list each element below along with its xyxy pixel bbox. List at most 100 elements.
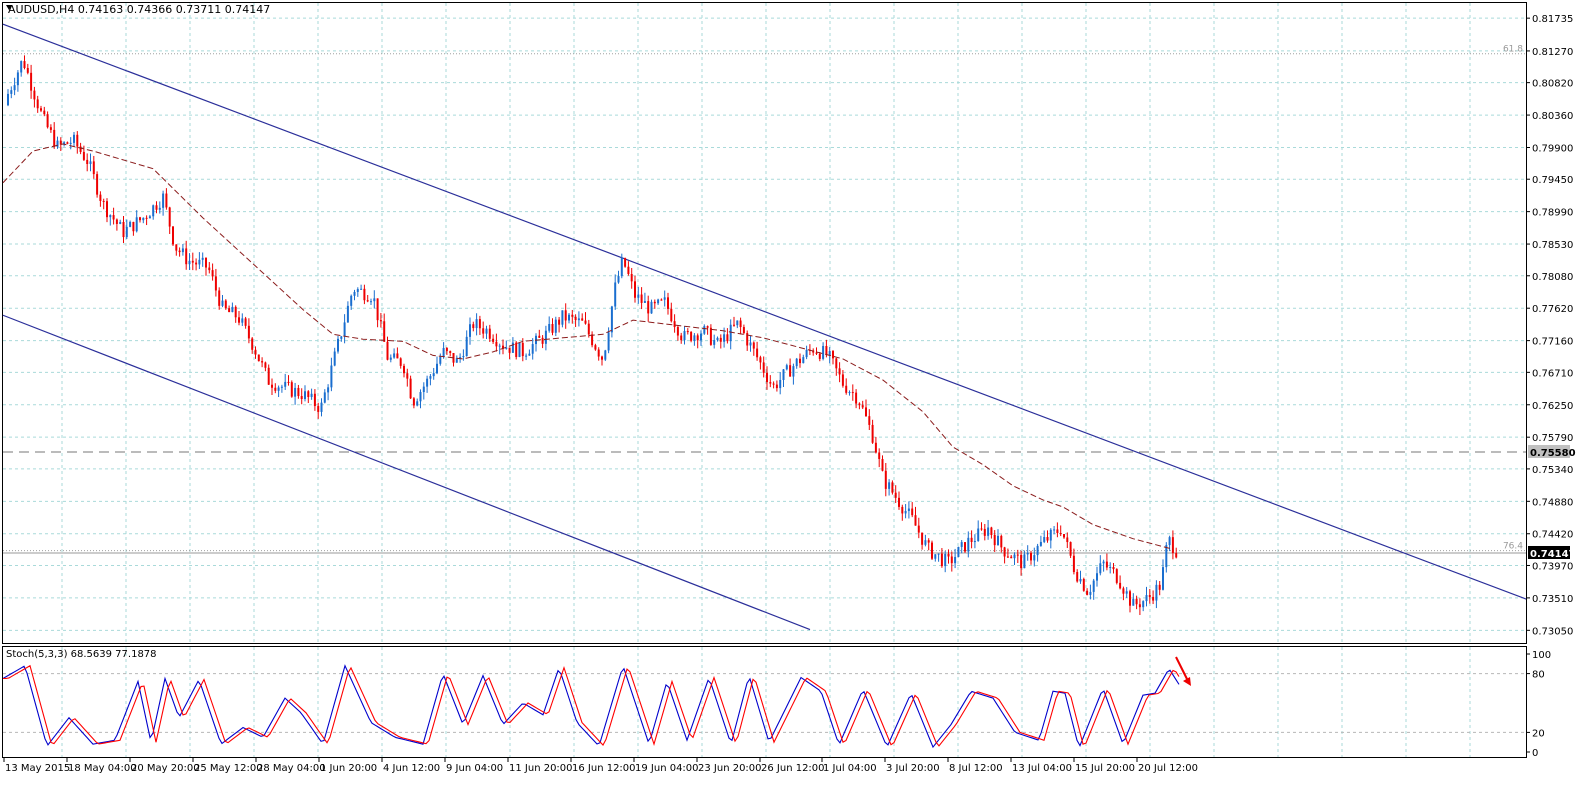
candle-body	[1109, 567, 1112, 569]
candle-body	[868, 416, 871, 425]
candle-body	[195, 262, 198, 265]
candle-body	[135, 217, 138, 232]
candle-body	[214, 276, 217, 291]
candle-body	[749, 342, 752, 346]
candle-body	[343, 322, 346, 337]
candle-body	[667, 297, 669, 309]
channel-lower-line[interactable]	[2, 314, 811, 631]
candle-body	[406, 373, 409, 379]
candle-body	[475, 319, 478, 329]
stoch-axis: 100 80 20 0	[1526, 650, 1551, 759]
candle-body	[980, 528, 983, 530]
channel-upper-line[interactable]	[2, 23, 1527, 600]
price-axis[interactable]: 0.81735 0.81270 0.80820 0.80360 0.79900 0.794…	[1526, 14, 1576, 637]
candle-body	[670, 308, 673, 322]
candle-body	[676, 327, 679, 336]
candle-body	[396, 353, 399, 359]
down-arrow-icon	[1175, 656, 1191, 686]
candle-body	[122, 221, 125, 238]
candle-body	[393, 353, 396, 358]
candle-body	[383, 321, 386, 342]
candle-body	[594, 345, 597, 350]
candle-body	[228, 308, 231, 313]
candle-body	[521, 342, 524, 357]
candle-body	[485, 328, 488, 334]
candle-body	[508, 347, 511, 353]
price-tick-label: 0.75340	[1532, 465, 1573, 476]
candle-body	[43, 110, 46, 115]
candle-body	[1006, 556, 1009, 558]
candle-body	[911, 508, 914, 516]
candle-body	[264, 362, 267, 368]
candle-body	[924, 540, 927, 545]
time-tick-label: 9 Jun 04:00	[446, 763, 503, 774]
candle-body	[86, 159, 89, 165]
candle-body	[637, 294, 640, 298]
fib-label: 76.4	[1503, 542, 1523, 552]
candle-body	[274, 387, 277, 391]
candle-body	[307, 391, 310, 398]
time-tick-label: 1 Jul 04:00	[823, 763, 877, 774]
candle-body	[541, 337, 544, 344]
candle-body	[940, 553, 943, 567]
candle-body	[845, 385, 848, 393]
candle-body	[505, 347, 508, 349]
price-tick-label: 0.74420	[1532, 530, 1573, 541]
candle-body	[300, 396, 303, 400]
candle-body	[1023, 554, 1026, 569]
candle-body	[581, 318, 584, 321]
candle-body	[280, 386, 283, 388]
candle-body	[257, 354, 260, 362]
price-tick-label: 0.77160	[1532, 337, 1573, 348]
candle-body	[752, 342, 755, 349]
candle-body	[518, 342, 521, 357]
time-tick-label: 1 Jun 20:00	[320, 763, 377, 774]
candle-body	[921, 532, 924, 545]
candle-body	[112, 215, 115, 220]
candle-body	[789, 365, 792, 377]
candle-body	[1122, 588, 1125, 594]
candle-body	[152, 205, 155, 217]
candle-body	[1145, 595, 1148, 602]
candle-body	[327, 387, 330, 393]
candle-body	[977, 528, 980, 542]
candle-body	[1115, 569, 1118, 583]
candle-body	[1043, 537, 1046, 542]
candle-body	[158, 207, 161, 210]
candle-body	[46, 114, 49, 128]
candle-body	[333, 351, 336, 366]
candle-body	[16, 72, 19, 86]
candle-body	[673, 321, 676, 328]
candle-body	[1049, 529, 1052, 541]
candle-body	[370, 301, 372, 303]
chart-menu-icon[interactable]	[6, 5, 12, 10]
candle-body	[931, 542, 933, 559]
candle-body	[554, 319, 557, 333]
candle-body	[1162, 567, 1164, 590]
candle-body	[591, 334, 594, 346]
time-tick-label: 15 Jul 20:00	[1075, 763, 1135, 774]
candle-body	[733, 324, 735, 326]
candle-body	[373, 298, 376, 302]
candle-body	[422, 386, 425, 393]
candle-body	[861, 405, 864, 408]
candle-body	[469, 324, 471, 337]
price-tick-label: 0.78530	[1532, 240, 1573, 251]
candle-body	[683, 331, 686, 341]
candle-body	[271, 384, 273, 388]
fib-levels: 61.8 76.4	[3, 45, 1526, 552]
candle-body	[53, 129, 56, 147]
candle-body	[511, 342, 514, 353]
candle-body	[478, 319, 481, 329]
candle-body	[990, 527, 993, 536]
candle-body	[119, 221, 122, 224]
candle-body	[495, 341, 498, 347]
candle-body	[1138, 604, 1141, 608]
candle-body	[221, 300, 224, 306]
candle-body	[927, 540, 930, 543]
time-tick-label: 13 Jul 04:00	[1012, 763, 1072, 774]
price-tick-label: 0.73050	[1532, 626, 1573, 637]
trend-channel[interactable]	[2, 23, 1527, 631]
